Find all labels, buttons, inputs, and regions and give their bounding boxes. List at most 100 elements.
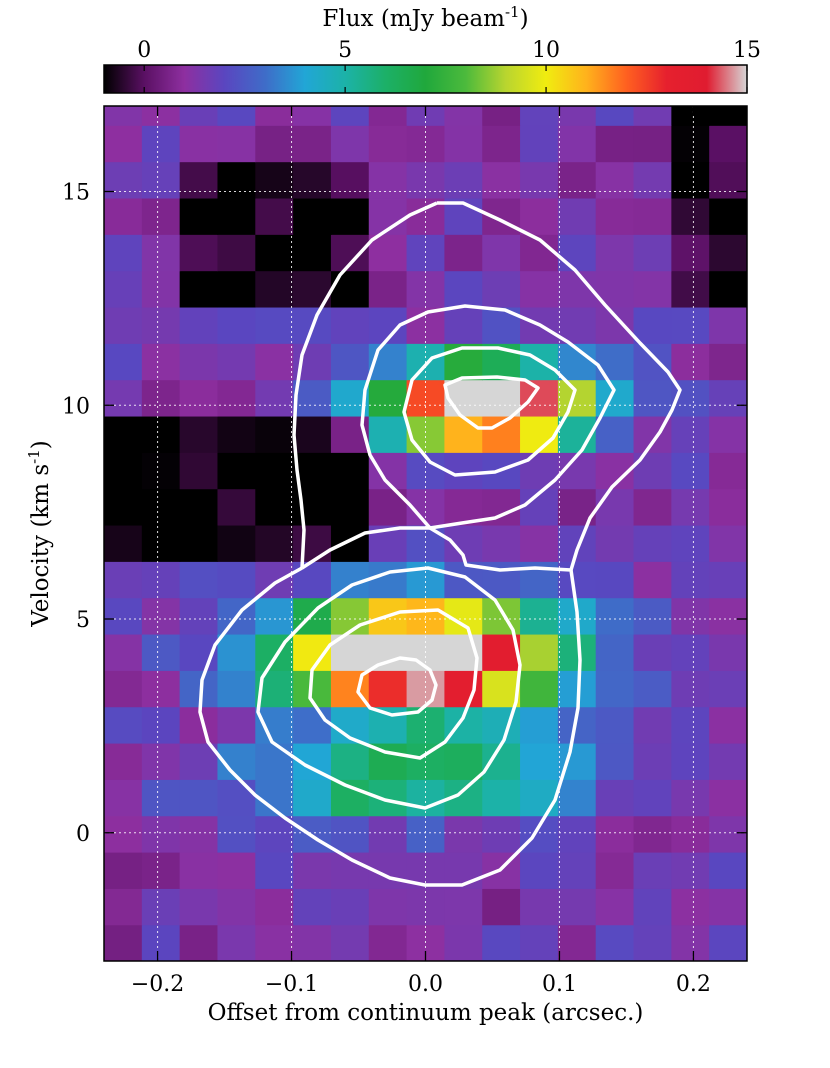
heatmap-cell — [293, 125, 332, 163]
heatmap-cell — [255, 452, 294, 490]
heatmap-cell — [104, 379, 143, 417]
heatmap-cell — [595, 125, 635, 163]
heatmap-cell — [671, 561, 710, 599]
contour-lower-outer — [198, 526, 582, 887]
heatmap-cell — [179, 125, 219, 163]
heatmap-cell — [141, 234, 181, 272]
heatmap-cell — [444, 106, 483, 126]
heatmap-cell — [671, 343, 710, 381]
heatmap-cell — [709, 488, 747, 526]
heatmap-cell — [141, 161, 181, 199]
heatmap-cell — [520, 125, 559, 163]
heatmap-cell — [595, 234, 635, 272]
heatmap-cell — [217, 851, 256, 889]
heatmap-cell — [671, 706, 710, 744]
heatmap-cell — [141, 561, 181, 599]
heatmap-cell — [444, 888, 483, 926]
heatmap-cell — [709, 888, 747, 926]
heatmap-cell — [671, 488, 710, 526]
heatmap-cell — [482, 125, 521, 163]
heatmap-cell — [595, 106, 635, 126]
heatmap-cell — [595, 670, 635, 708]
x-tick-label: 0.2 — [676, 972, 711, 997]
heatmap-cell — [671, 452, 710, 490]
heatmap-cell — [330, 343, 370, 381]
heatmap-cell — [709, 779, 747, 817]
heatmap-cell — [671, 306, 710, 344]
heatmap-cell — [595, 488, 635, 526]
heatmap-cell — [104, 343, 143, 381]
heatmap-cell — [633, 343, 672, 381]
heatmap-cell — [671, 888, 710, 926]
colorbar-tick-label: 10 — [532, 38, 560, 63]
heatmap-cell — [179, 234, 219, 272]
heatmap-cell — [709, 633, 747, 671]
heatmap-cell — [141, 415, 181, 453]
heatmap-cell — [141, 106, 181, 126]
heatmap-cell — [595, 888, 635, 926]
heatmap-cell — [217, 633, 256, 671]
heatmap-cell — [482, 888, 521, 926]
heatmap-cell — [368, 379, 408, 417]
heatmap-cell — [104, 197, 143, 235]
heatmap-cell — [104, 306, 143, 344]
heatmap-cell — [104, 106, 143, 126]
heatmap-cell — [179, 161, 219, 199]
heatmap-cell — [444, 452, 483, 490]
heatmap-cell — [368, 161, 408, 199]
x-tick-label: 0.0 — [408, 972, 443, 997]
heatmap-cell — [255, 306, 294, 344]
heatmap-cell — [709, 561, 747, 599]
heatmap-cell — [104, 125, 143, 163]
heatmap-cell — [293, 924, 332, 961]
heatmap-cell — [595, 561, 635, 599]
x-axis-label: Offset from continuum peak (arcsec.) — [208, 1000, 644, 1026]
heatmap-cell — [520, 633, 559, 671]
heatmap-cell — [444, 270, 483, 308]
heatmap-cell — [141, 270, 181, 308]
heatmap-cell — [330, 742, 370, 780]
heatmap-cell — [217, 779, 256, 817]
contour-upper-outer — [292, 201, 682, 571]
heatmap-cell — [179, 343, 219, 381]
heatmap-cell — [293, 415, 332, 453]
contour-upper-inner-1 — [402, 346, 577, 477]
heatmap-cell — [141, 379, 181, 417]
heatmap-cell — [709, 452, 747, 490]
heatmap-cell — [217, 306, 256, 344]
heatmap-cell — [406, 379, 446, 417]
heatmap-cell — [141, 779, 181, 817]
heatmap-cell — [293, 234, 332, 272]
heatmap-cell — [104, 670, 143, 708]
heatmap-cell — [141, 125, 181, 163]
colorbar: Flux (mJy beam-1) 0 5 10 15 — [103, 3, 761, 94]
heatmap-cell — [709, 106, 747, 126]
y-axis-label: Velocity (km s-1) — [25, 440, 54, 628]
heatmap-cell — [217, 161, 256, 199]
heatmap-cell — [179, 597, 219, 635]
heatmap-cell — [557, 197, 597, 235]
heatmap-cell — [104, 888, 143, 926]
heatmap-cell — [330, 270, 370, 308]
heatmap-cell — [217, 706, 256, 744]
heatmap-cell — [217, 106, 256, 126]
y-tick-label: 5 — [76, 608, 90, 633]
heatmap-cell — [671, 197, 710, 235]
heatmap-cell — [595, 306, 635, 344]
heatmap-cell — [179, 488, 219, 526]
heatmap-cell — [557, 888, 597, 926]
heatmap-cell — [633, 924, 672, 961]
heatmap-cell — [633, 488, 672, 526]
heatmap-cell — [179, 924, 219, 961]
heatmap-cell — [330, 161, 370, 199]
heatmap-cell — [595, 161, 635, 199]
heatmap-cell — [709, 815, 747, 853]
heatmap-cell — [141, 452, 181, 490]
x-tick-label: −0.1 — [265, 972, 318, 997]
heatmap-cell — [141, 706, 181, 744]
heatmap-cell — [633, 561, 672, 599]
heatmap-cell — [520, 706, 559, 744]
heatmap-cell — [633, 161, 672, 199]
heatmap-cell — [179, 452, 219, 490]
